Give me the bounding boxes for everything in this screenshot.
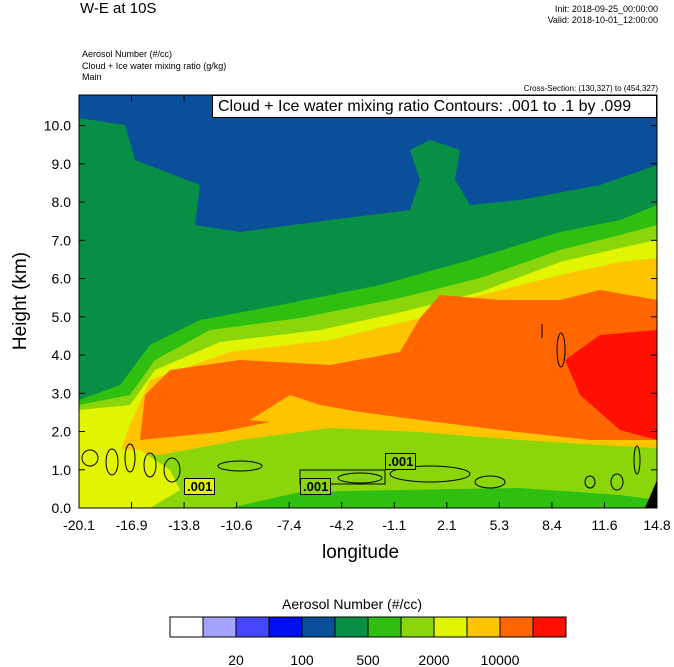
colorbar-box (499, 616, 534, 638)
y-tick-label: 2.0 (52, 424, 72, 440)
colorbar-label: 10000 (481, 652, 520, 667)
contour-line (337, 472, 383, 484)
y-tick-label: 10.0 (44, 118, 71, 134)
field-label-aerosol: Aerosol Number (#/cc) (82, 49, 173, 59)
y-tick-label: 9.0 (52, 156, 72, 172)
band-darkorange (140, 290, 657, 440)
band-orange-lower (250, 395, 360, 425)
cross-section-label: Cross-Section: (130,327) to (454,327) (523, 84, 658, 93)
cloud-contours (81, 324, 641, 491)
contour-label: .001 (385, 453, 417, 470)
colorbar: 20 100 500 2000 10000 (169, 616, 567, 667)
init-time: Init: 2018-09-25_00:00:00 (554, 4, 658, 14)
colorbar-box (334, 616, 369, 638)
contour-info-label: Cloud + Ice water mixing ratio Contours:… (212, 95, 657, 118)
band-surface-yellow (79, 448, 180, 508)
x-tick-label: -20.1 (63, 517, 95, 533)
colorbar-label: 500 (356, 652, 380, 667)
contour-line (633, 445, 641, 475)
x-ticks: -20.1 -16.9 -13.8 -10.6 -7.4 -4.2 -1.1 2.1 5.3 8.… (63, 95, 671, 533)
y-tick-label: 5.0 (52, 309, 72, 325)
contour-line (299, 469, 386, 485)
colorbar-box (169, 616, 204, 638)
contour-line (389, 465, 471, 483)
band-green-notch (410, 140, 460, 180)
contour-line (474, 475, 506, 489)
contour-label: .001 (184, 478, 216, 495)
y-tick-label: 0.0 (52, 500, 72, 516)
colorbar-box (532, 616, 567, 638)
valid-time: Valid: 2018-10-01_12:00:00 (547, 15, 658, 25)
x-tick-label: 11.6 (591, 517, 617, 533)
contour-line (105, 448, 119, 476)
x-tick-label: 2.1 (437, 517, 457, 533)
y-tick-label: 7.0 (52, 232, 72, 248)
band-surface-green (230, 488, 657, 508)
y-axis-label: Height (km) (10, 251, 32, 351)
contour-line (584, 475, 596, 489)
colorbar-box (202, 616, 237, 638)
x-tick-label: 14.8 (643, 517, 670, 533)
contour-line (124, 443, 136, 473)
y-tick-label: 3.0 (52, 385, 72, 401)
colorbar-box (268, 616, 303, 638)
x-tick-label: -7.4 (277, 517, 301, 533)
colorbar-label: 2000 (418, 652, 449, 667)
colorbar-box (400, 616, 435, 638)
contour-label: .001 (300, 478, 332, 495)
x-axis-label: longitude (322, 542, 400, 563)
x-tick-label: -13.8 (168, 517, 200, 533)
contour-line (556, 332, 566, 368)
band-corner-black (645, 480, 657, 508)
x-tick-label: 8.4 (542, 517, 562, 533)
colorbar-label: 20 (228, 652, 244, 667)
x-tick-label: -16.9 (116, 517, 148, 533)
x-tick-label: 5.3 (490, 517, 510, 533)
band-red (565, 330, 657, 440)
x-tick-label: -10.6 (221, 517, 253, 533)
filled-contours (79, 95, 657, 508)
plot-title: W-E at 10S (80, 0, 157, 17)
contour-line (81, 449, 99, 467)
band-surface-lightgreen (79, 428, 657, 508)
y-tick-label: 4.0 (52, 347, 72, 363)
contour-line (163, 457, 181, 483)
y-tick-label: 6.0 (52, 271, 72, 287)
field-label-main: Main (82, 72, 102, 82)
x-tick-label: -1.1 (382, 517, 406, 533)
colorbar-label: 100 (290, 652, 314, 667)
x-tick-label: -4.2 (330, 517, 354, 533)
contour-line (143, 452, 157, 478)
colorbar-box (466, 616, 501, 638)
field-label-cloud: Cloud + Ice water mixing ratio (g/kg) (82, 61, 227, 71)
y-ticks: 0.0 1.0 2.0 3.0 4.0 5.0 6.0 7.0 8.0 9.0 10.0 (44, 118, 657, 516)
colorbar-box (433, 616, 468, 638)
contour-line (217, 460, 263, 472)
band-blue (79, 95, 657, 232)
contour-line (610, 473, 624, 491)
colorbar-box (235, 616, 270, 638)
y-tick-label: 8.0 (52, 194, 72, 210)
colorbar-title: Aerosol Number (#/cc) (282, 596, 423, 612)
colorbar-box (367, 616, 402, 638)
colorbar-box (301, 616, 336, 638)
y-tick-label: 1.0 (52, 462, 72, 478)
